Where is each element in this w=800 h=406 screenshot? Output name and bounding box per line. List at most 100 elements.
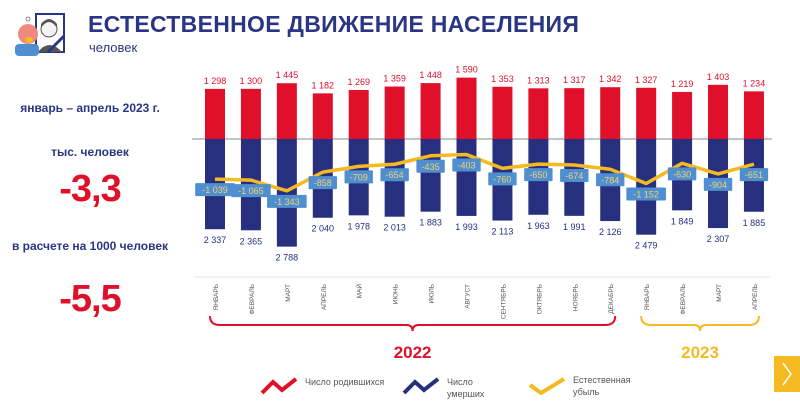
death-value-label: 1 978 bbox=[347, 221, 370, 231]
birth-value-label: 1 317 bbox=[563, 75, 586, 85]
decrease-value-label: -904 bbox=[709, 180, 727, 190]
natural-decrease-line bbox=[214, 152, 755, 193]
year-label: 2023 bbox=[681, 343, 719, 362]
month-tick-label: ФЕВРАЛЬ bbox=[249, 284, 256, 315]
month-tick-label: ЯНВАРЬ bbox=[213, 284, 220, 310]
legend-births-icon bbox=[260, 377, 298, 395]
decrease-label-box bbox=[267, 194, 307, 208]
birth-bar bbox=[708, 84, 729, 139]
death-value-label: 2 307 bbox=[707, 234, 730, 244]
birth-value-label: 1 353 bbox=[491, 74, 514, 84]
year-brace bbox=[640, 315, 760, 332]
month-tick-label: ЯНВАРЬ bbox=[644, 284, 651, 310]
month-tick-label: МАРТ bbox=[285, 284, 292, 302]
birth-value-label: 1 234 bbox=[743, 78, 766, 88]
birth-bar bbox=[743, 91, 764, 139]
death-value-label: 2 040 bbox=[312, 224, 335, 234]
death-value-label: 2 337 bbox=[204, 235, 227, 245]
summary-per1000-label: в расчете на 1000 человек bbox=[11, 239, 169, 253]
death-value-label: 1 963 bbox=[527, 221, 550, 231]
decrease-label-box bbox=[703, 177, 733, 191]
month-tick-label: ДЕКАБРЬ bbox=[608, 284, 615, 314]
birth-bar bbox=[276, 83, 297, 139]
month-tick-label: АПРЕЛЬ bbox=[752, 284, 759, 310]
legend-decrease-icon bbox=[528, 377, 566, 395]
decrease-value-label: -760 bbox=[493, 174, 511, 184]
birth-bar bbox=[348, 90, 369, 139]
death-value-label: 1 993 bbox=[455, 222, 478, 232]
decrease-label-box bbox=[231, 184, 271, 198]
birth-value-label: 1 342 bbox=[599, 74, 622, 84]
month-tick-label: СЕНТЯБРЬ bbox=[500, 284, 507, 319]
summary-unit-label: тыс. человек bbox=[51, 145, 129, 159]
month-tick-label: МАРТ bbox=[716, 284, 723, 302]
birth-value-label: 1 445 bbox=[276, 70, 299, 80]
birth-bar bbox=[636, 87, 657, 139]
decrease-label-box bbox=[667, 167, 697, 181]
birth-value-label: 1 313 bbox=[527, 75, 550, 85]
legend-decrease-label: Естественная убыль bbox=[573, 375, 631, 397]
birth-bar bbox=[528, 88, 549, 139]
decrease-value-label: -630 bbox=[673, 169, 691, 179]
decrease-label-box bbox=[380, 168, 409, 182]
summary-unit-value: -3,3 bbox=[59, 168, 121, 210]
death-bar bbox=[636, 139, 657, 235]
decrease-label-box bbox=[416, 159, 445, 173]
birth-value-label: 1 182 bbox=[312, 80, 335, 90]
birth-value-label: 1 300 bbox=[240, 76, 263, 86]
decrease-label-box bbox=[560, 169, 589, 183]
birth-bar bbox=[420, 83, 441, 139]
death-value-label: 1 991 bbox=[563, 222, 586, 232]
birth-value-label: 1 327 bbox=[635, 75, 658, 85]
birth-value-label: 1 219 bbox=[671, 79, 694, 89]
legend-deaths-label: Число умерших bbox=[447, 377, 485, 399]
death-value-label: 1 885 bbox=[743, 218, 766, 228]
decrease-value-label: -1 152 bbox=[633, 189, 659, 199]
summary-per1000-value: -5,5 bbox=[59, 278, 121, 320]
death-bar bbox=[276, 139, 297, 247]
decrease-value-label: -858 bbox=[314, 178, 332, 188]
month-tick-label: ФЕВРАЛЬ bbox=[680, 284, 687, 315]
decrease-label-box bbox=[195, 183, 235, 197]
decrease-label-box bbox=[596, 173, 625, 187]
birth-bar bbox=[312, 93, 333, 139]
summary-period: январь – апрель 2023 г. bbox=[20, 101, 160, 115]
birth-bar bbox=[600, 87, 621, 139]
death-value-label: 2 013 bbox=[383, 223, 406, 233]
death-value-label: 2 126 bbox=[599, 227, 622, 237]
decrease-label-box bbox=[739, 168, 769, 182]
next-slide-button[interactable] bbox=[774, 356, 800, 392]
decrease-value-label: -709 bbox=[350, 172, 368, 182]
month-tick-label: НОЯБРЬ bbox=[572, 284, 579, 311]
death-value-label: 1 849 bbox=[671, 216, 694, 226]
birth-value-label: 1 269 bbox=[347, 77, 370, 87]
decrease-value-label: -1 065 bbox=[238, 186, 264, 196]
decrease-value-label: -435 bbox=[422, 162, 440, 172]
death-value-label: 2 365 bbox=[240, 236, 263, 246]
death-bar bbox=[456, 139, 477, 216]
page-subtitle: человек bbox=[89, 40, 138, 55]
legend-births-label: Число родившихся bbox=[305, 377, 385, 387]
decrease-value-label: -403 bbox=[458, 161, 476, 171]
decrease-label-box bbox=[452, 158, 481, 172]
year-brace bbox=[209, 315, 617, 332]
birth-value-label: 1 359 bbox=[383, 74, 406, 84]
birth-bar bbox=[492, 86, 513, 139]
decrease-label-box bbox=[308, 176, 337, 190]
decrease-label-box bbox=[626, 187, 666, 201]
birth-value-label: 1 448 bbox=[419, 70, 442, 80]
birth-bar bbox=[205, 88, 225, 139]
decrease-label-box bbox=[524, 168, 553, 182]
month-tick-label: ОКТЯБРЬ bbox=[536, 284, 543, 314]
month-tick-label: АПРЕЛЬ bbox=[321, 284, 328, 310]
death-value-label: 2 788 bbox=[276, 253, 299, 263]
page-title: ЕСТЕСТВЕННОЕ ДВИЖЕНИЕ НАСЕЛЕНИЯ bbox=[88, 11, 580, 37]
decrease-value-label: -1 343 bbox=[274, 197, 300, 207]
death-value-label: 2 113 bbox=[492, 227, 514, 237]
month-tick-label: ИЮНЬ bbox=[393, 284, 400, 304]
decrease-value-label: -654 bbox=[386, 170, 404, 180]
decrease-value-label: -1 039 bbox=[202, 185, 228, 195]
legend-deaths-icon bbox=[402, 377, 440, 395]
decrease-value-label: -651 bbox=[745, 170, 763, 180]
